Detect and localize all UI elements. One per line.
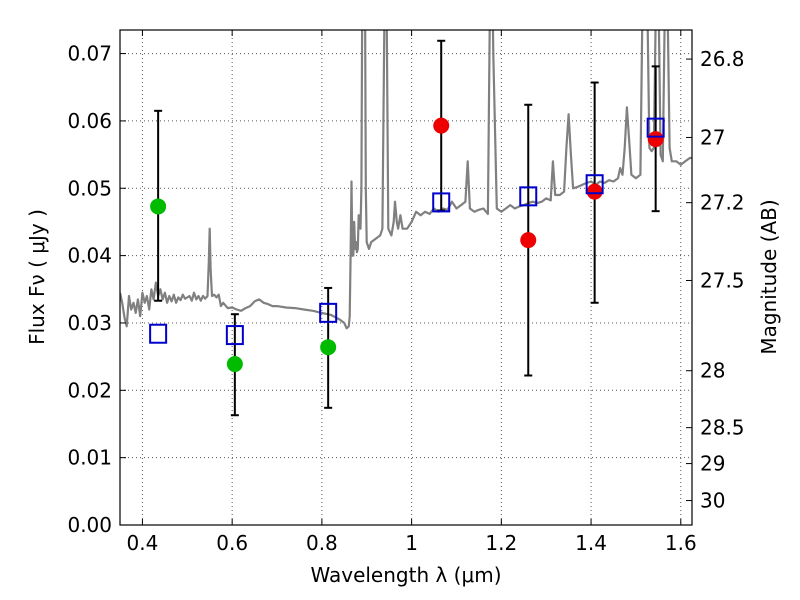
data-point-circle [150, 198, 167, 215]
y-axis-title: Flux Fν ( μJy ) [25, 209, 49, 345]
data-point-circle [226, 356, 243, 373]
model-point-square [432, 192, 451, 213]
x-axis-title: Wavelength λ (μm) [310, 563, 501, 587]
right-tick-label: 30 [700, 489, 725, 513]
model-point-square [646, 117, 665, 138]
y-axis-right-title: Magnitude (AB) [757, 199, 781, 354]
right-tick-label: 27.5 [700, 268, 745, 292]
x-tick-label: 1 [405, 531, 418, 555]
model-point-square [225, 325, 244, 346]
y-tick-label: 0.07 [67, 42, 112, 66]
right-tick-label: 27.2 [700, 191, 745, 215]
right-tick-label: 27 [700, 125, 725, 149]
x-tick-label: 0.4 [127, 531, 159, 555]
x-tick-label: 0.8 [306, 531, 338, 555]
data-point-circle [320, 339, 337, 356]
model-point-square [149, 323, 168, 344]
data-point-circle [433, 117, 450, 134]
y-tick-label: 0.04 [67, 244, 112, 268]
model-point-square [519, 186, 538, 207]
data-point-circle [647, 131, 664, 148]
model-point-square [319, 302, 338, 323]
model-spectrum-line [120, 30, 692, 330]
x-tick-label: 1.2 [485, 531, 517, 555]
data-layer [120, 30, 692, 417]
right-tick-label: 28 [700, 359, 725, 383]
y-tick-label: 0.01 [67, 446, 112, 470]
x-tick-label: 0.6 [216, 531, 248, 555]
y-tick-label: 0.06 [67, 109, 112, 133]
right-tick-label: 29 [700, 452, 725, 476]
plot-frame [119, 29, 693, 526]
x-tick-label: 1.4 [575, 531, 607, 555]
data-point-circle [520, 232, 537, 249]
y-tick-label: 0.02 [67, 378, 112, 402]
model-point-square [585, 174, 604, 195]
y-tick-label: 0.03 [67, 311, 112, 335]
x-tick-label: 1.6 [665, 531, 697, 555]
right-tick-label: 28.5 [700, 416, 745, 440]
label-layer: 0.4 0.6 0.8 1 1.2 1.4 1.6 0.00 0.01 0.02 0.03 0.04 0… [67, 42, 744, 555]
grid-layer [120, 30, 692, 526]
data-point-circle [586, 183, 603, 200]
right-tick-label: 26.8 [700, 47, 745, 71]
tick-layer [120, 30, 692, 526]
y-tick-label: 0.00 [67, 513, 112, 537]
y-tick-label: 0.05 [67, 176, 112, 200]
